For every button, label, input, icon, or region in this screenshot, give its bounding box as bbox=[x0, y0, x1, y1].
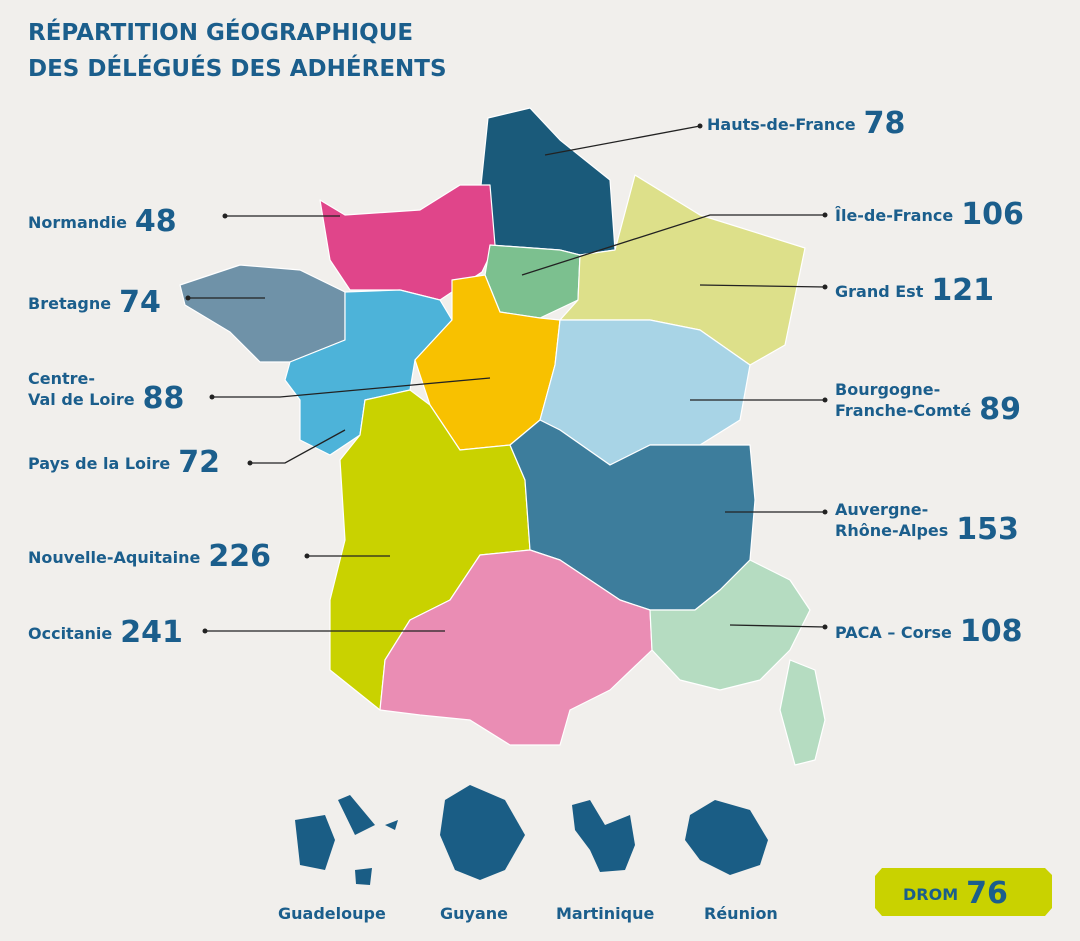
region-name: Auvergne- bbox=[835, 500, 928, 519]
region-value: 226 bbox=[208, 539, 271, 574]
region-name: Val de Loire bbox=[28, 390, 135, 409]
leader-dot bbox=[247, 460, 253, 466]
drom-territory: Réunion bbox=[704, 904, 778, 923]
drom-shapes bbox=[295, 785, 768, 885]
leader-dot bbox=[822, 212, 828, 218]
leader-dot bbox=[697, 123, 703, 129]
region-name: Rhône-Alpes bbox=[835, 521, 948, 540]
guyane-shape bbox=[440, 785, 525, 880]
region-name: Bretagne bbox=[28, 294, 111, 313]
leader-dot bbox=[222, 213, 228, 219]
region-name: Franche-Comté bbox=[835, 401, 971, 420]
region-value: 48 bbox=[135, 204, 177, 239]
title-line: RÉPARTITION GÉOGRAPHIQUE bbox=[28, 18, 413, 46]
leader-line bbox=[212, 377, 491, 398]
region-value: 74 bbox=[119, 285, 161, 320]
drom-label: DROM bbox=[903, 885, 958, 904]
leader-dot bbox=[822, 397, 828, 403]
region-name: Occitanie bbox=[28, 624, 112, 643]
leader-dot bbox=[822, 284, 828, 290]
region-corse bbox=[779, 659, 826, 766]
region-name: Normandie bbox=[28, 213, 127, 232]
region-value: 241 bbox=[120, 615, 183, 650]
reunion-shape bbox=[685, 800, 768, 875]
martinique-shape bbox=[572, 800, 635, 872]
drom-territory: Guadeloupe bbox=[278, 904, 386, 923]
drom-territory: Guyane bbox=[440, 904, 508, 923]
region-value: 121 bbox=[931, 273, 994, 308]
region-value: 108 bbox=[960, 614, 1023, 649]
region-name: Pays de la Loire bbox=[28, 454, 170, 473]
region-value: 89 bbox=[979, 392, 1021, 427]
leader-dot bbox=[822, 624, 828, 630]
region-occitanie bbox=[379, 549, 653, 746]
drom-badge bbox=[875, 868, 1052, 916]
region-value: 106 bbox=[961, 197, 1024, 232]
leader-dot bbox=[202, 628, 208, 634]
title-line: DES DÉLÉGUÉS DES ADHÉRENTS bbox=[28, 54, 447, 82]
region-value: 153 bbox=[956, 512, 1019, 547]
drom-value: 76 bbox=[966, 876, 1008, 911]
leader-line bbox=[250, 429, 346, 464]
region-name: Nouvelle-Aquitaine bbox=[28, 548, 201, 567]
guadeloupe-shape bbox=[295, 795, 398, 885]
region-name: Centre- bbox=[28, 369, 95, 388]
region-value: 72 bbox=[178, 445, 220, 480]
region-name: Hauts-de-France bbox=[707, 115, 856, 134]
leader-dot bbox=[822, 509, 828, 515]
france-map bbox=[179, 107, 826, 766]
region-name: Grand Est bbox=[835, 282, 924, 301]
region-value: 78 bbox=[864, 106, 906, 141]
leader-dot bbox=[304, 553, 310, 559]
drom-territory: Martinique bbox=[556, 904, 654, 923]
leader-dot bbox=[185, 295, 191, 301]
region-name: Île-de-France bbox=[835, 206, 953, 225]
region-value: 88 bbox=[143, 381, 185, 416]
leader-dot bbox=[209, 394, 215, 400]
leader-line bbox=[729, 624, 826, 628]
region-name: Bourgogne- bbox=[835, 380, 940, 399]
region-name: PACA – Corse bbox=[835, 623, 952, 642]
leader-line bbox=[544, 125, 701, 156]
leader-line bbox=[699, 284, 826, 288]
leader-line bbox=[521, 214, 825, 276]
